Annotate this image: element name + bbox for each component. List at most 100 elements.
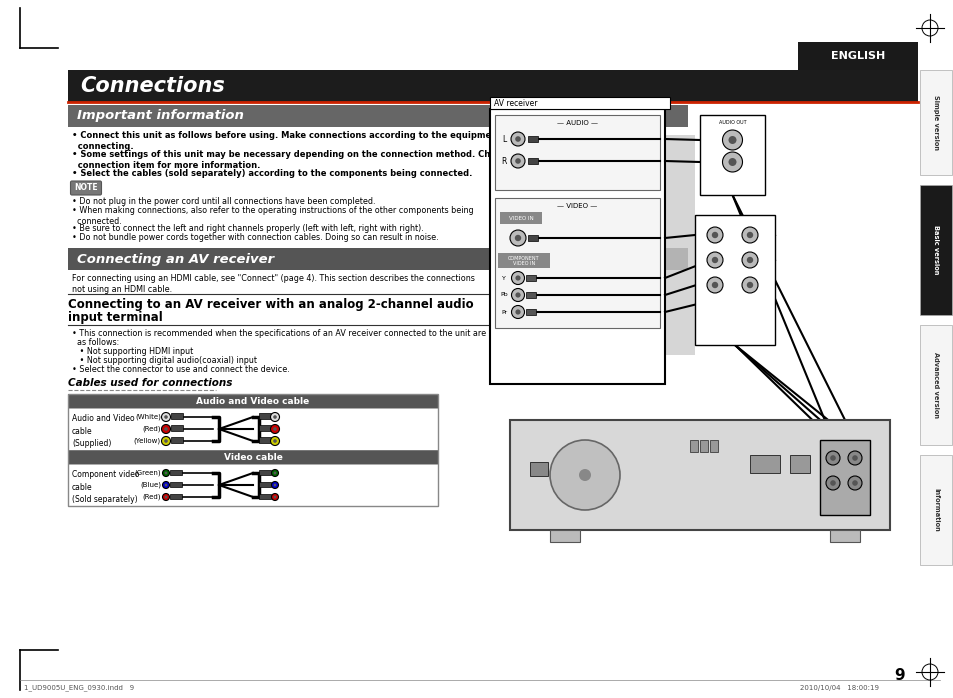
- Text: Connections: Connections: [80, 76, 225, 96]
- Text: Important information: Important information: [77, 110, 244, 123]
- Circle shape: [515, 276, 520, 281]
- Bar: [700, 115, 764, 195]
- Circle shape: [273, 415, 276, 419]
- Circle shape: [706, 252, 722, 268]
- Text: (Red): (Red): [142, 493, 161, 500]
- Bar: [919, 325, 951, 445]
- Circle shape: [511, 272, 524, 285]
- Text: AV receiver: AV receiver: [494, 98, 537, 107]
- Circle shape: [746, 282, 753, 288]
- Circle shape: [515, 235, 520, 242]
- Text: (White): (White): [135, 414, 161, 420]
- Bar: [68, 70, 917, 102]
- Text: 9: 9: [894, 669, 904, 683]
- Bar: [490, 97, 669, 109]
- Bar: [68, 248, 687, 270]
- Text: (Green): (Green): [134, 470, 161, 476]
- Bar: [68, 394, 437, 506]
- Bar: [689, 440, 698, 452]
- Text: • This connection is recommended when the specifications of an AV receiver conne: • This connection is recommended when th…: [71, 329, 486, 338]
- Text: Basic version: Basic version: [932, 225, 938, 275]
- Circle shape: [274, 472, 276, 475]
- Bar: [170, 482, 182, 487]
- Bar: [258, 470, 271, 475]
- Bar: [499, 212, 541, 224]
- Text: NOTE: NOTE: [74, 184, 98, 193]
- Bar: [550, 530, 579, 542]
- Text: as follows:: as follows:: [71, 338, 119, 347]
- Circle shape: [510, 230, 525, 246]
- Bar: [695, 215, 774, 345]
- Circle shape: [847, 451, 862, 465]
- Bar: [820, 440, 869, 515]
- Text: — AUDIO —: — AUDIO —: [557, 120, 598, 126]
- Circle shape: [162, 482, 170, 489]
- Circle shape: [515, 292, 520, 297]
- Text: • Do not bundle power cords together with connection cables. Doing so can result: • Do not bundle power cords together wit…: [71, 234, 438, 242]
- Circle shape: [272, 482, 278, 489]
- Text: (Yellow): (Yellow): [133, 438, 161, 444]
- Bar: [170, 470, 182, 475]
- Text: Connecting to an AV receiver with an analog 2-channel audio: Connecting to an AV receiver with an ana…: [68, 298, 473, 311]
- Text: (Blue): (Blue): [140, 482, 161, 488]
- Circle shape: [550, 440, 619, 510]
- Circle shape: [164, 427, 168, 431]
- Text: 1_UD9005U_ENG_0930.indd   9: 1_UD9005U_ENG_0930.indd 9: [24, 685, 134, 692]
- Bar: [258, 413, 271, 419]
- Bar: [171, 437, 183, 443]
- Circle shape: [161, 436, 171, 445]
- Circle shape: [511, 132, 524, 146]
- Bar: [68, 394, 437, 408]
- Bar: [709, 440, 718, 452]
- Text: input terminal: input terminal: [68, 311, 163, 324]
- Bar: [527, 158, 537, 164]
- Circle shape: [711, 257, 718, 263]
- Bar: [258, 493, 271, 498]
- Bar: [797, 42, 917, 70]
- Bar: [170, 493, 182, 498]
- Circle shape: [274, 496, 276, 498]
- Circle shape: [829, 480, 835, 486]
- Circle shape: [515, 309, 520, 315]
- Text: For connecting using an HDMI cable, see "Connect" (page 4). This section describ: For connecting using an HDMI cable, see …: [71, 274, 475, 294]
- Bar: [497, 253, 550, 268]
- Bar: [525, 275, 536, 281]
- Circle shape: [271, 424, 279, 433]
- Text: Component video
cable
(Sold separately): Component video cable (Sold separately): [71, 470, 139, 504]
- Circle shape: [825, 476, 840, 490]
- Bar: [495, 115, 659, 190]
- Circle shape: [273, 427, 276, 431]
- Bar: [68, 408, 437, 450]
- Circle shape: [274, 484, 276, 487]
- Text: AUDIO OUT: AUDIO OUT: [718, 121, 745, 126]
- Text: COMPONENT
VIDEO IN: COMPONENT VIDEO IN: [508, 255, 539, 267]
- Bar: [68, 105, 687, 127]
- Circle shape: [511, 288, 524, 302]
- Text: 2010/10/04   18:00:19: 2010/10/04 18:00:19: [800, 685, 878, 691]
- Circle shape: [706, 227, 722, 243]
- Text: Audio and Video cable: Audio and Video cable: [196, 396, 310, 406]
- Circle shape: [272, 470, 278, 477]
- Bar: [258, 425, 271, 431]
- Text: ENGLISH: ENGLISH: [830, 51, 884, 61]
- Circle shape: [165, 496, 167, 498]
- Circle shape: [515, 136, 520, 142]
- Circle shape: [165, 472, 167, 475]
- Bar: [495, 198, 659, 328]
- Circle shape: [162, 470, 170, 477]
- Text: Pr: Pr: [500, 309, 507, 315]
- Bar: [68, 450, 437, 464]
- Circle shape: [271, 413, 279, 422]
- Text: • Not supporting digital audio(coaxial) input: • Not supporting digital audio(coaxial) …: [71, 356, 256, 365]
- Text: • Select the cables (sold separately) according to the components being connecte: • Select the cables (sold separately) ac…: [71, 169, 472, 178]
- Text: L: L: [501, 135, 506, 144]
- Circle shape: [165, 484, 167, 487]
- Text: • When making connections, also refer to the operating instructions of the other: • When making connections, also refer to…: [71, 206, 473, 226]
- Circle shape: [741, 227, 758, 243]
- Circle shape: [711, 232, 718, 238]
- Bar: [525, 309, 536, 315]
- Bar: [68, 464, 437, 506]
- Bar: [919, 455, 951, 565]
- Bar: [530, 462, 547, 476]
- Bar: [749, 455, 780, 473]
